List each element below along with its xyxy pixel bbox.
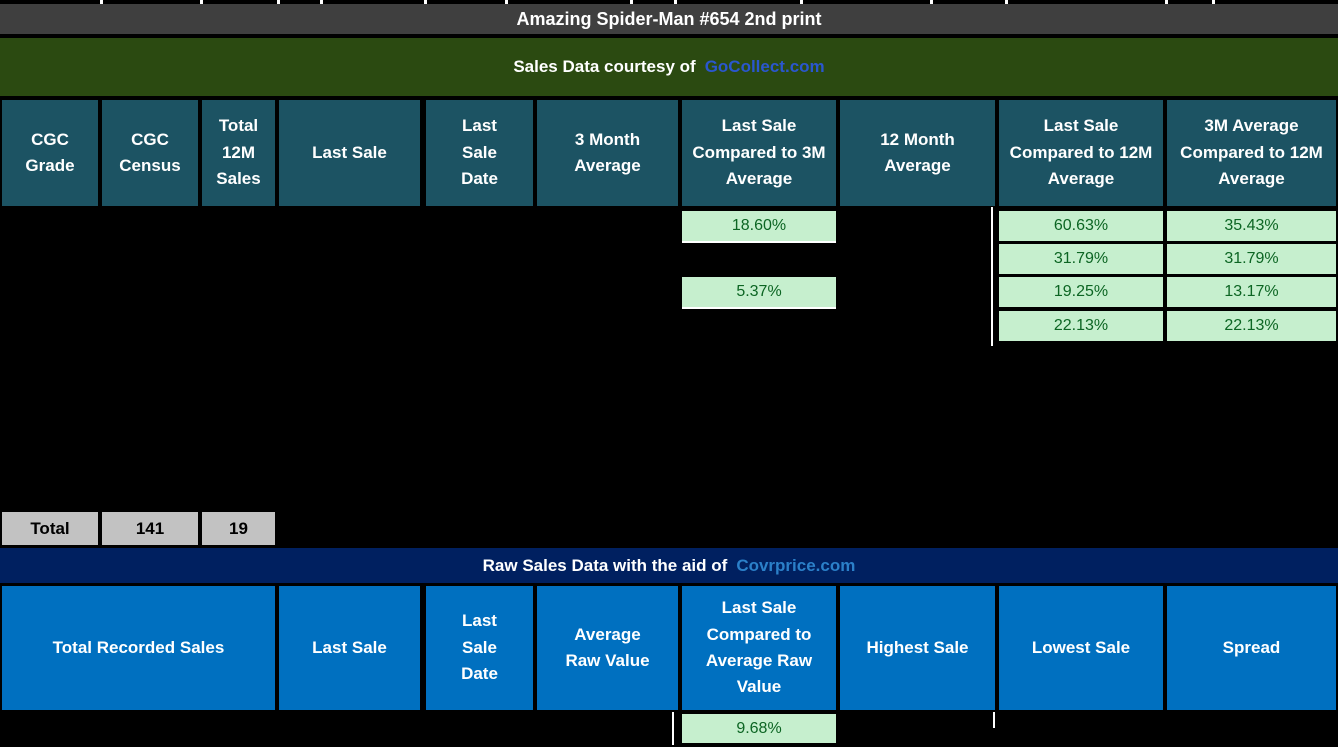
grid-tick bbox=[1212, 0, 1215, 4]
grid-tick bbox=[1165, 0, 1168, 4]
grid-tick bbox=[505, 0, 508, 4]
grid-tick bbox=[320, 0, 323, 4]
cell-r1-last-sale-vs-12m: 60.63% bbox=[999, 211, 1163, 241]
raw-header-highest-sale: Highest Sale bbox=[840, 586, 995, 710]
gridline-horizontal bbox=[682, 241, 836, 243]
total-12m-sales-cell: 19 bbox=[202, 512, 275, 545]
gridline-vertical bbox=[672, 712, 674, 745]
cgc-header-3m-vs-12m: 3M Average Compared to 12M Average bbox=[1167, 100, 1336, 206]
cell-r4-last-sale-vs-12m: 22.13% bbox=[999, 311, 1163, 341]
raw-header-last-vs-avg-raw: Last Sale Compared to Average Raw Value bbox=[682, 586, 836, 710]
cgc-header-last-sale: Last Sale bbox=[279, 100, 420, 206]
cgc-header-last-sale-date: Last Sale Date bbox=[426, 100, 533, 206]
cgc-header-census: CGC Census bbox=[102, 100, 198, 206]
raw-header-spread: Spread bbox=[1167, 586, 1336, 710]
cell-r3-last-sale-vs-3m: 5.37% bbox=[682, 277, 836, 307]
raw-header-lowest-sale: Lowest Sale bbox=[999, 586, 1163, 710]
grid-tick bbox=[674, 0, 677, 4]
cell-r3-last-sale-vs-12m: 19.25% bbox=[999, 277, 1163, 307]
title-bar: Amazing Spider-Man #654 2nd print bbox=[0, 4, 1338, 34]
covrprice-banner: Raw Sales Data with the aid of Covrprice… bbox=[0, 548, 1338, 583]
cell-raw-last-sale-vs-avg-raw: 9.68% bbox=[682, 714, 836, 743]
gridline-horizontal bbox=[682, 307, 836, 309]
cell-r2-3m-vs-12m: 31.79% bbox=[1167, 244, 1336, 274]
raw-header-total-recorded-sales: Total Recorded Sales bbox=[2, 586, 275, 710]
page-title: Amazing Spider-Man #654 2nd print bbox=[516, 8, 822, 29]
total-census-cell: 141 bbox=[102, 512, 198, 545]
cell-r1-3m-vs-12m: 35.43% bbox=[1167, 211, 1336, 241]
cell-r4-3m-vs-12m: 22.13% bbox=[1167, 311, 1336, 341]
cell-r2-last-sale-vs-12m: 31.79% bbox=[999, 244, 1163, 274]
gridline-vertical bbox=[993, 712, 995, 728]
raw-header-last-sale: Last Sale bbox=[279, 586, 420, 710]
raw-header-average-raw-value: Average Raw Value bbox=[537, 586, 678, 710]
grid-tick bbox=[277, 0, 280, 4]
gocollect-link[interactable]: GoCollect.com bbox=[704, 57, 825, 76]
raw-header-last-sale-date: Last Sale Date bbox=[426, 586, 533, 710]
cgc-header-3-month-average: 3 Month Average bbox=[537, 100, 678, 206]
grid-tick bbox=[630, 0, 633, 4]
cgc-header-12-month-average: 12 Month Average bbox=[840, 100, 995, 206]
grid-tick bbox=[1005, 0, 1008, 4]
grid-tick bbox=[930, 0, 933, 4]
covrprice-link[interactable]: Covrprice.com bbox=[736, 555, 856, 575]
grid-tick bbox=[800, 0, 803, 4]
grid-tick bbox=[200, 0, 203, 4]
cgc-header-last-vs-3m: Last Sale Compared to 3M Average bbox=[682, 100, 836, 206]
gocollect-banner-text: Sales Data courtesy of bbox=[513, 57, 696, 76]
cell-r3-3m-vs-12m: 13.17% bbox=[1167, 277, 1336, 307]
covrprice-banner-text: Raw Sales Data with the aid of bbox=[482, 555, 728, 575]
grid-tick bbox=[424, 0, 427, 4]
cgc-header-grade: CGC Grade bbox=[2, 100, 98, 206]
total-label-cell: Total bbox=[2, 512, 98, 545]
cgc-header-last-vs-12m: Last Sale Compared to 12M Average bbox=[999, 100, 1163, 206]
cgc-header-total-12m-sales: Total 12M Sales bbox=[202, 100, 275, 206]
cell-r1-last-sale-vs-3m: 18.60% bbox=[682, 211, 836, 241]
gridline-vertical bbox=[991, 207, 993, 346]
grid-tick bbox=[100, 0, 103, 4]
gocollect-banner: Sales Data courtesy of GoCollect.com bbox=[0, 38, 1338, 96]
